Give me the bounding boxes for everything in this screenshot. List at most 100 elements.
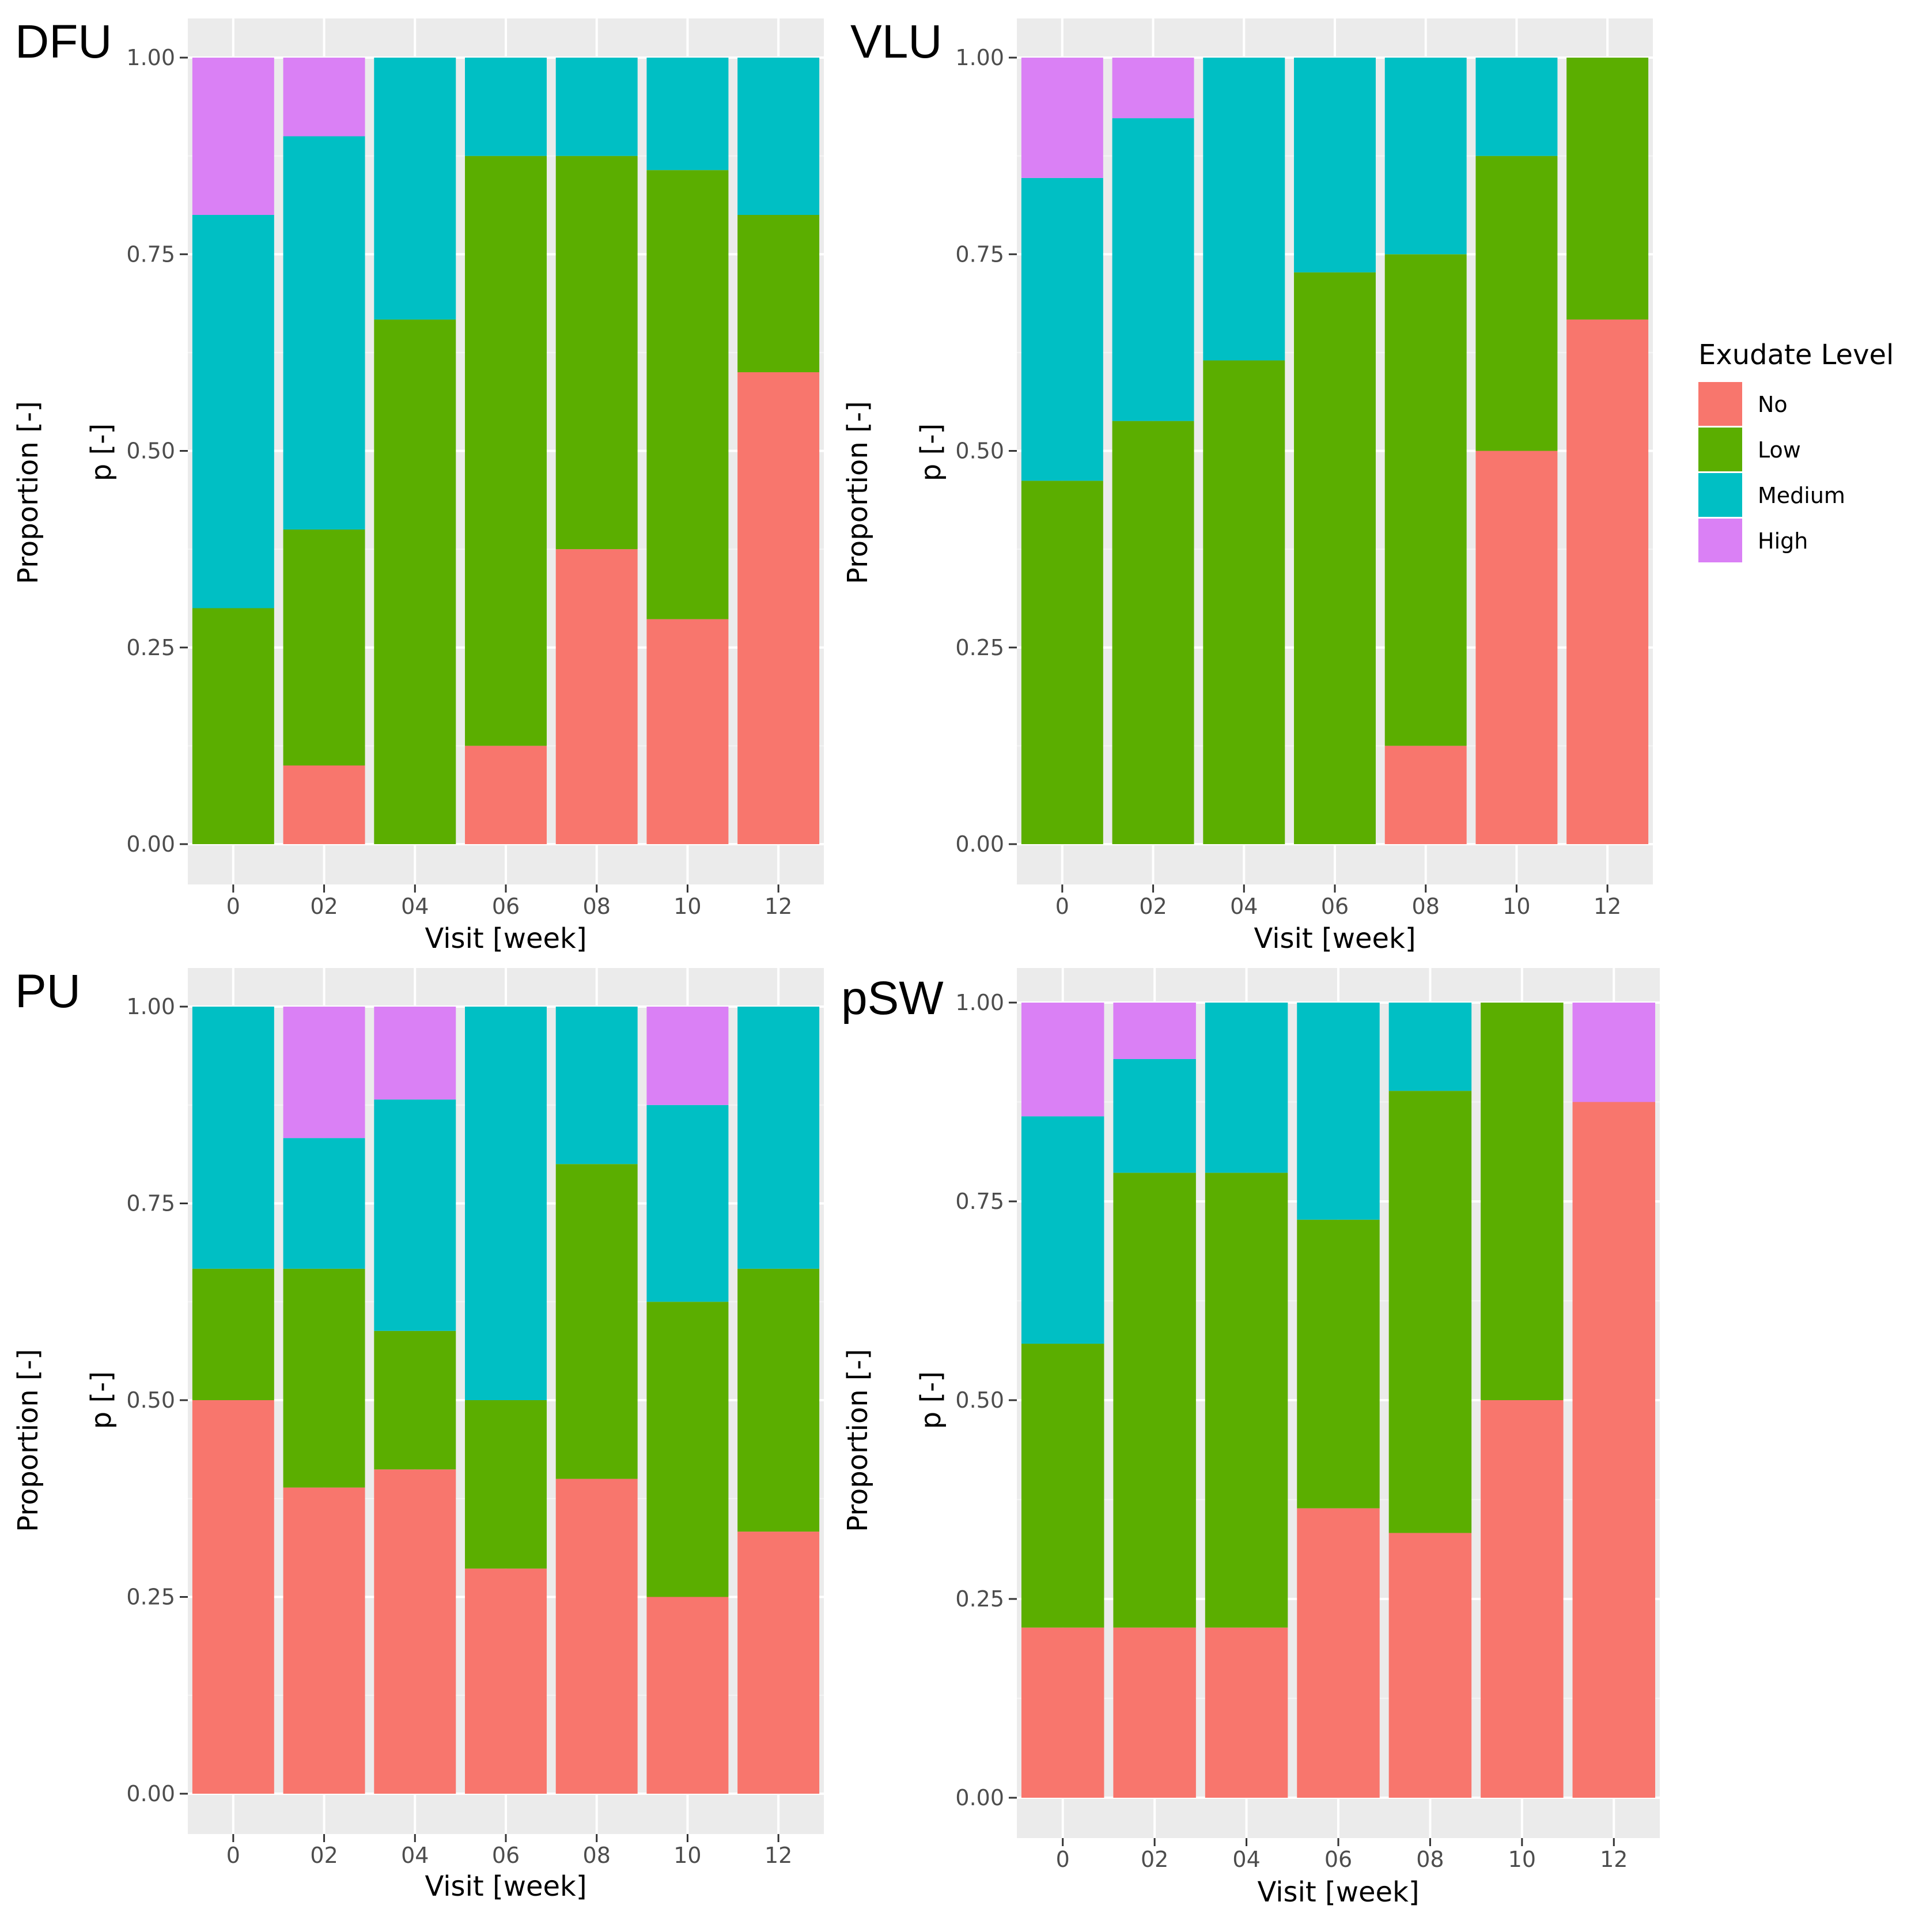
psw-x-axis-title: Visit [week] [1257,1876,1419,1908]
psw-bar-medium-0 [1021,1116,1104,1344]
vlu-x-tick-label: 02 [1139,894,1167,919]
legend-label-high: High [1758,528,1808,554]
vlu-panel-title: VLU [850,16,943,68]
psw-bar-low-10 [1481,1003,1564,1400]
dfu-y-tick-label: 0.75 [126,241,175,267]
psw-bar-medium-06 [1297,1003,1380,1220]
dfu-bar-high-02 [283,58,365,137]
dfu-x-tick-label: 04 [401,894,429,919]
dfu-x-tick-label: 12 [765,894,792,919]
psw-x-tick-label: 04 [1232,1847,1260,1872]
pu-x-tick-label: 04 [401,1843,429,1868]
pu-bar-medium-06 [465,1007,547,1400]
psw-bar-no-12 [1572,1102,1656,1798]
psw-bar-medium-02 [1113,1058,1196,1173]
dfu-bar-medium-0 [192,215,274,608]
pu-bar-no-02 [283,1487,365,1794]
pu-y-tick-label: 0.00 [126,1781,175,1806]
legend-swatch-no [1698,382,1742,426]
vlu-bar-medium-06 [1294,58,1376,273]
psw-bar-low-04 [1205,1173,1288,1628]
pu-bar-high-02 [283,1007,365,1139]
dfu-bar-no-12 [737,372,820,844]
vlu-inner-y-axis-title: p [-] [915,424,947,482]
vlu-y-tick-label: 0.25 [955,635,1004,660]
psw-bar-high-0 [1021,1003,1104,1117]
vlu-x-tick-label: 08 [1412,894,1440,919]
pu-bar-medium-08 [555,1007,638,1165]
vlu-bar-low-12 [1566,58,1649,320]
vlu-bar-medium-08 [1384,58,1467,255]
pu-y-tick-label: 0.50 [126,1387,175,1413]
dfu-bar-medium-10 [646,58,729,171]
psw-bar-no-10 [1481,1400,1564,1798]
pu-bar-medium-04 [374,1099,456,1331]
vlu-bar-low-10 [1475,156,1558,451]
psw-y-axis-title: Proportion [-] [842,1349,874,1532]
vlu-y-tick-label: 1.00 [955,45,1004,70]
psw-y-tick-label: 0.50 [955,1387,1004,1413]
pu-x-tick-label: 10 [673,1843,701,1868]
legend-swatch-high [1698,519,1742,562]
pu-x-tick-label: 02 [310,1843,338,1868]
psw-bar-no-0 [1021,1627,1104,1798]
dfu-y-axis-title: Proportion [-] [12,401,44,584]
dfu-y-tick-label: 1.00 [126,45,175,70]
pu-x-tick-label: 0 [226,1843,240,1868]
psw-bar-no-04 [1205,1627,1288,1798]
pu-bar-medium-0 [192,1007,274,1269]
legend-label-low: Low [1758,437,1801,463]
legend: Exudate Level No Low Medium High [1698,339,1894,562]
pu-bar-low-12 [737,1268,820,1532]
vlu-y-tick-label: 0.00 [955,831,1004,857]
pu-panel-title: PU [15,965,81,1018]
pu-inner-y-axis-title: p [-] [85,1371,118,1430]
psw-x-tick-label: 08 [1416,1847,1444,1872]
psw-x-tick-label: 10 [1508,1847,1536,1872]
dfu-inner-y-axis-title: p [-] [85,424,118,482]
psw-bar-no-02 [1113,1627,1196,1798]
pu-bar-medium-10 [646,1105,729,1302]
vlu-x-tick-label: 12 [1594,894,1621,919]
dfu-x-tick-label: 08 [583,894,611,919]
psw-x-tick-label: 06 [1324,1847,1352,1872]
pu-bar-no-0 [192,1400,274,1794]
dfu-bar-medium-06 [465,58,547,156]
psw-bar-low-02 [1113,1173,1196,1628]
psw-bar-medium-08 [1388,1003,1472,1091]
vlu-bar-low-02 [1112,421,1194,844]
psw-y-tick-label: 0.00 [955,1785,1004,1810]
pu-x-axis-title: Visit [week] [425,1870,586,1903]
dfu-bar-medium-02 [283,136,365,530]
dfu-bar-medium-08 [555,58,638,156]
dfu-bar-medium-04 [374,58,456,320]
psw-y-tick-label: 1.00 [955,990,1004,1015]
panel-psw: 0.00 0.25 0.50 0.75 1.00 0 02 04 06 08 10 12 Visit [… [841,968,1660,1908]
legend-item-medium: Medium [1698,473,1845,517]
psw-x-tick-label: 0 [1056,1847,1070,1872]
vlu-bar-low-04 [1203,360,1285,844]
vlu-y-tick-label: 0.50 [955,438,1004,464]
dfu-bar-no-02 [283,765,365,844]
pu-bar-low-08 [555,1164,638,1479]
pu-bar-no-04 [374,1469,456,1794]
dfu-panel-title: DFU [15,16,112,68]
dfu-bar-no-10 [646,619,729,844]
vlu-bar-low-06 [1294,272,1376,844]
dfu-bar-low-04 [374,319,456,844]
dfu-x-tick-label: 0 [226,894,240,919]
pu-bar-no-06 [465,1568,547,1794]
pu-bar-no-08 [555,1479,638,1794]
dfu-x-tick-label: 06 [492,894,520,919]
vlu-x-tick-label: 06 [1321,894,1349,919]
dfu-x-tick-label: 02 [310,894,338,919]
pu-x-tick-label: 12 [765,1843,792,1868]
psw-y-tick-label: 0.75 [955,1189,1004,1214]
pu-x-tick-label: 06 [492,1843,520,1868]
pu-bar-medium-02 [283,1138,365,1269]
dfu-y-tick-label: 0.00 [126,831,175,857]
vlu-x-tick-label: 04 [1230,894,1258,919]
psw-panel-title: pSW [841,972,944,1024]
panel-dfu: 0.00 0.25 0.50 0.75 1.00 0 02 04 06 08 10 12 Visit [… [12,16,824,955]
